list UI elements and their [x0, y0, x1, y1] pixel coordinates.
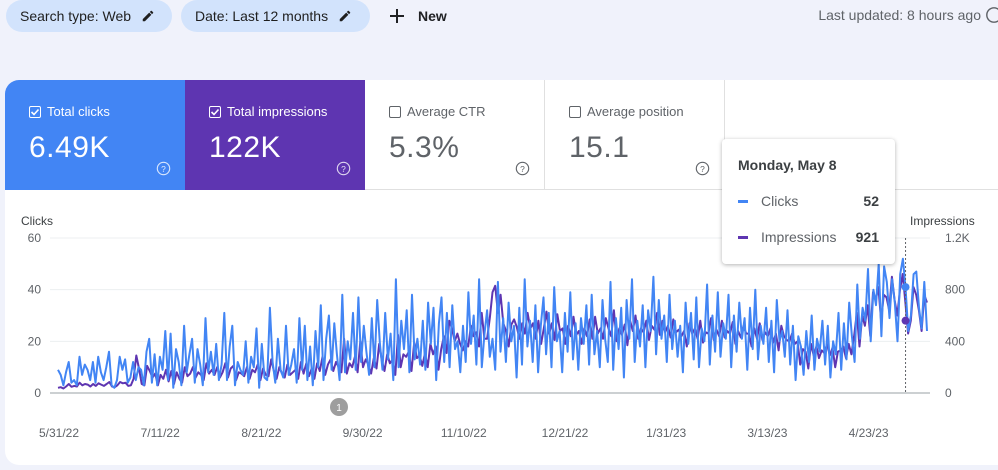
x-tick-label: 11/10/22 — [441, 426, 487, 440]
x-tick-label: 5/31/22 — [39, 426, 79, 440]
annotation-marker[interactable] — [330, 398, 348, 416]
performance-card: Total clicks 6.49K ? Total impressions 1… — [5, 80, 998, 465]
help-icon[interactable]: ? — [695, 161, 710, 176]
left-tick-label: 0 — [34, 386, 41, 400]
svg-text:?: ? — [341, 164, 346, 174]
date-filter-label: Date: Last 12 months — [195, 8, 329, 24]
right-tick-label: 0 — [945, 386, 952, 400]
average-position-metric[interactable]: Average position 15.1 ? — [545, 80, 725, 190]
x-tick-label: 7/11/22 — [141, 426, 180, 440]
checkbox-unchecked-icon[interactable] — [389, 105, 401, 118]
help-icon[interactable] — [985, 6, 998, 24]
help-icon[interactable]: ? — [336, 161, 351, 176]
x-tick-label: 8/21/22 — [241, 426, 281, 440]
svg-text:?: ? — [700, 164, 705, 174]
total-clicks-metric[interactable]: Total clicks 6.49K ? — [5, 80, 185, 190]
legend-swatch — [738, 199, 748, 203]
right-tick-label: 1.2K — [945, 231, 970, 245]
search-type-label: Search type: Web — [20, 8, 132, 24]
x-tick-label: 1/31/23 — [646, 426, 686, 440]
tooltip-row-impressions: Impressions 921 — [738, 229, 879, 245]
help-icon[interactable]: ? — [515, 161, 530, 176]
new-filter-label: New — [418, 8, 447, 24]
left-tick-label: 60 — [28, 231, 42, 245]
metric-value: 5.3% — [389, 131, 460, 164]
svg-text:?: ? — [161, 164, 166, 174]
chart-tooltip: Monday, May 8 Clicks 52 Impressions 921 — [722, 139, 895, 264]
last-updated-text: Last updated: 8 hours ago — [818, 7, 981, 23]
x-tick-label: 9/30/22 — [343, 426, 383, 440]
x-tick-label: 3/13/23 — [747, 426, 787, 440]
metric-label: Average CTR — [407, 104, 486, 119]
metric-label: Total clicks — [47, 104, 110, 119]
left-tick-label: 40 — [28, 283, 42, 297]
x-tick-label: 4/23/23 — [849, 426, 889, 440]
tooltip-value: 52 — [863, 193, 879, 209]
metric-label: Average position — [587, 104, 684, 119]
date-filter-chip[interactable]: Date: Last 12 months — [181, 0, 370, 32]
svg-text:?: ? — [520, 164, 525, 174]
search-type-filter-chip[interactable]: Search type: Web — [6, 0, 172, 32]
help-icon[interactable]: ? — [156, 161, 171, 176]
metric-label: Total impressions — [227, 104, 328, 119]
x-tick-label: 12/21/22 — [542, 426, 589, 440]
left-axis-label: Clicks — [21, 214, 53, 228]
tooltip-date: Monday, May 8 — [738, 157, 837, 173]
tooltip-value: 921 — [855, 229, 879, 245]
average-ctr-metric[interactable]: Average CTR 5.3% ? — [365, 80, 545, 190]
series-line-clicks — [57, 257, 928, 389]
edit-pencil-icon — [339, 10, 351, 22]
checkbox-checked-icon[interactable] — [29, 105, 41, 118]
hover-point-clicks — [901, 283, 910, 292]
metric-value: 122K — [209, 131, 282, 164]
right-tick-label: 400 — [945, 334, 965, 348]
edit-pencil-icon — [142, 10, 154, 22]
tooltip-label: Clicks — [761, 193, 799, 209]
checkbox-checked-icon[interactable] — [209, 105, 221, 118]
plus-icon — [390, 9, 404, 23]
left-tick-label: 20 — [28, 334, 42, 348]
annotation-label: 1 — [336, 403, 342, 414]
tooltip-row-clicks: Clicks 52 — [738, 193, 879, 209]
hover-point-impressions — [901, 316, 910, 325]
last-updated-label: Last updated: 8 hours ago — [818, 7, 981, 23]
new-filter-button[interactable]: New — [388, 4, 447, 28]
tooltip-label: Impressions — [761, 229, 837, 245]
right-axis-label: Impressions — [910, 214, 975, 228]
right-tick-label: 800 — [945, 283, 965, 297]
total-impressions-metric[interactable]: Total impressions 122K ? — [185, 80, 365, 190]
metric-value: 15.1 — [569, 131, 630, 164]
metric-value: 6.49K — [29, 131, 110, 164]
checkbox-unchecked-icon[interactable] — [569, 105, 581, 118]
legend-swatch — [738, 235, 748, 239]
